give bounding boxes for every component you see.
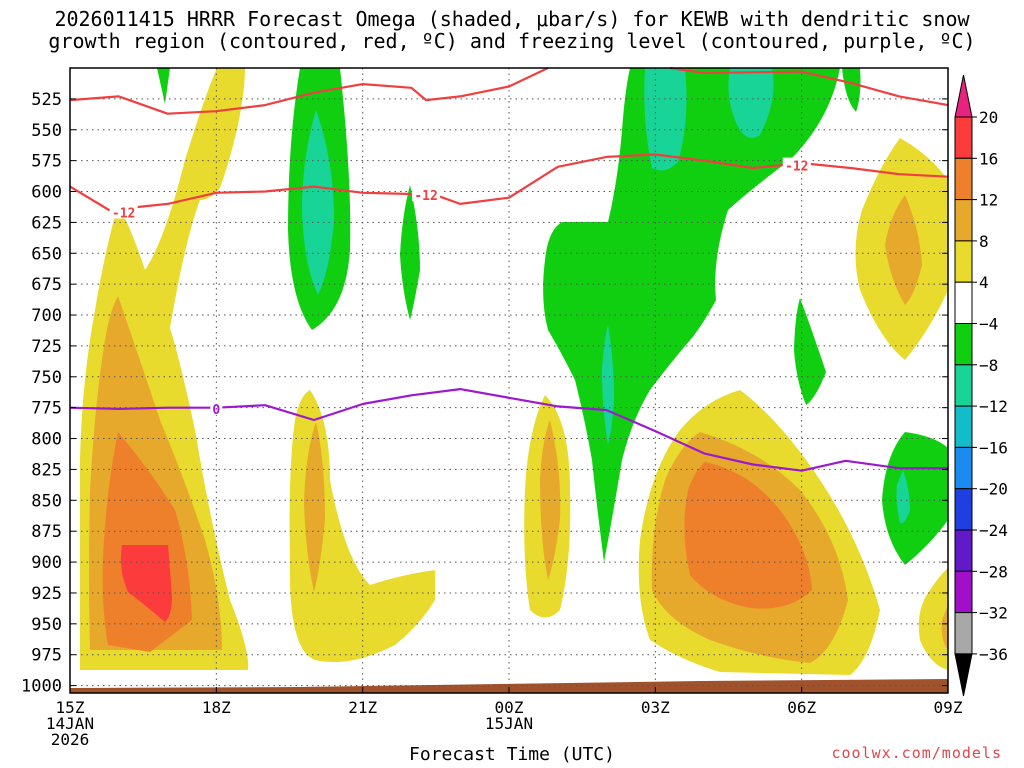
colorbar-label: 8 xyxy=(979,232,989,251)
omega-region-amber xyxy=(540,420,561,580)
omega-region-red xyxy=(120,545,172,622)
x-axis-title: Forecast Time (UTC) xyxy=(409,744,615,765)
omega-region-teal xyxy=(896,470,910,524)
y-tick-label: 1000 xyxy=(21,677,62,697)
colorbar-bin xyxy=(954,323,973,366)
omega-region-orange xyxy=(684,462,812,609)
x-tick-label: 21Z xyxy=(348,698,377,717)
y-tick-label: 900 xyxy=(31,553,62,573)
colorbar-bin xyxy=(954,570,973,614)
contour-label: -12 xyxy=(785,160,808,175)
contour-freezing-level xyxy=(69,388,948,472)
omega-region-teal xyxy=(602,325,614,445)
y-tick-label: 925 xyxy=(31,584,62,604)
omega-region-yellow xyxy=(289,390,435,663)
contour-label: 0 xyxy=(212,403,220,418)
colorbar-label: −28 xyxy=(979,562,1008,581)
y-tick-label: 950 xyxy=(31,615,62,635)
chart-title-line-1: 2026011415 HRRR Forecast Omega (shaded, … xyxy=(54,7,970,31)
y-tick-label: 825 xyxy=(31,460,62,480)
colorbar-label: 12 xyxy=(979,191,998,210)
omega-region-green xyxy=(400,185,420,320)
colorbar-bin xyxy=(954,405,973,448)
y-tick-label: 625 xyxy=(31,213,62,233)
omega-region-teal xyxy=(728,68,774,138)
colorbar-bin xyxy=(954,116,973,159)
omega-region-teal xyxy=(302,110,334,295)
contour-labels: -12 -12 -12 0 xyxy=(109,157,811,418)
colorbar-bin xyxy=(954,281,973,325)
contour-label: -12 xyxy=(112,207,135,222)
colorbar-label: −20 xyxy=(979,480,1008,499)
contour-label-bg xyxy=(109,204,138,219)
x-tick-label: 14JAN xyxy=(46,714,94,733)
y-tick-label: 875 xyxy=(31,522,62,542)
y-tick-label: 700 xyxy=(31,306,62,326)
y-tick-label: 850 xyxy=(31,491,62,511)
colorbar-label: −36 xyxy=(979,645,1008,664)
omega-region-green xyxy=(157,68,170,104)
chart-title-line-2: growth region (contoured, red, ºC) and f… xyxy=(48,29,976,53)
y-tick-label: 975 xyxy=(31,646,62,666)
contour-label-bg xyxy=(782,157,811,172)
omega-region-teal xyxy=(644,68,687,171)
colorbar-label: −16 xyxy=(979,438,1008,457)
y-tick-label: 800 xyxy=(31,430,62,450)
colorbar-label: −12 xyxy=(979,397,1008,416)
y-tick-label: 575 xyxy=(31,152,62,172)
y-tick-label: 600 xyxy=(31,183,62,203)
colorbar: 20 16 12 8 4 −4 −8 −12 −16 −20 −24 −28 −32 −36 xyxy=(954,74,1008,696)
colorbar-label: −8 xyxy=(979,356,998,375)
colorbar-label: 20 xyxy=(979,108,998,127)
colorbar-label: −24 xyxy=(979,521,1008,540)
colorbar-bin xyxy=(954,612,973,655)
omega-region-green xyxy=(882,432,948,565)
contour-label-bg xyxy=(210,400,223,415)
colorbar-bin xyxy=(954,446,973,490)
colorbar-label: −32 xyxy=(979,604,1008,623)
x-tick-label: 06Z xyxy=(787,698,816,717)
x-tick-label: 00Z xyxy=(495,698,524,717)
colorbar-bin xyxy=(954,74,973,118)
terrain-strip xyxy=(70,679,948,693)
omega-region-amber xyxy=(941,605,948,650)
colorbar-bin xyxy=(954,199,973,242)
contour-dgz-upper xyxy=(69,67,549,115)
contour-label-bg xyxy=(412,187,441,202)
colorbar-label: 16 xyxy=(979,149,998,168)
contour-label: -12 xyxy=(414,189,437,204)
colorbar-label: −4 xyxy=(979,315,998,334)
y-axis: 525 550 575 600 625 650 675 700 725 750 775 800 825 8… xyxy=(21,90,948,697)
colorbar-label: 4 xyxy=(979,273,989,292)
y-tick-label: 750 xyxy=(31,368,62,388)
omega-shading xyxy=(80,68,948,675)
x-tick-label: 15JAN xyxy=(485,714,533,733)
x-tick-label: 2026 xyxy=(51,730,90,749)
colorbar-bin xyxy=(954,653,973,696)
colorbar-bin xyxy=(954,240,973,283)
omega-region-amber xyxy=(304,422,325,592)
x-tick-label: 09Z xyxy=(934,698,963,717)
colorbar-bin xyxy=(954,364,973,407)
x-tick-label: 15Z xyxy=(56,698,85,717)
y-tick-label: 525 xyxy=(31,90,62,110)
omega-region-green xyxy=(842,68,861,112)
y-tick-label: 550 xyxy=(31,121,62,141)
y-tick-label: 650 xyxy=(31,244,62,264)
x-tick-label: 03Z xyxy=(641,698,670,717)
omega-region-green xyxy=(794,298,826,405)
colorbar-bin xyxy=(954,488,973,531)
colorbar-bin xyxy=(954,529,973,572)
y-tick-label: 675 xyxy=(31,275,62,295)
credit-text: coolwx.com/models xyxy=(831,744,1002,762)
y-tick-label: 725 xyxy=(31,337,62,357)
y-tick-label: 775 xyxy=(31,399,62,419)
x-tick-label: 18Z xyxy=(202,698,231,717)
colorbar-bin xyxy=(954,157,973,201)
omega-region-yellow xyxy=(918,568,948,670)
contour-dgz-upper-right xyxy=(669,66,949,107)
